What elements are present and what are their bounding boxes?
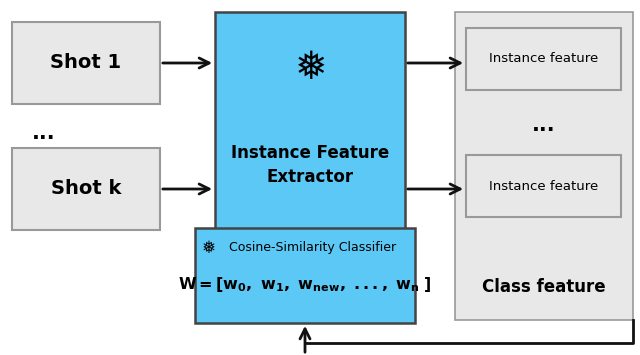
Bar — [466, 28, 621, 90]
Bar — [215, 12, 405, 260]
Bar — [466, 155, 621, 217]
Text: Instance feature: Instance feature — [490, 180, 598, 192]
Bar — [12, 148, 160, 230]
Bar — [455, 12, 633, 320]
Text: Shot k: Shot k — [51, 180, 121, 198]
Text: Instance feature: Instance feature — [490, 53, 598, 66]
Text: $\mathbf{W = [w_0,\ w_1,\ w_{new},\ ...,\ w_n\ ]}$: $\mathbf{W = [w_0,\ w_1,\ w_{new},\ ...,… — [178, 275, 432, 295]
Text: ❅: ❅ — [294, 49, 326, 87]
Bar — [195, 228, 415, 323]
Text: Cosine-Similarity Classifier: Cosine-Similarity Classifier — [229, 241, 397, 255]
Text: ...: ... — [32, 123, 56, 143]
Text: Instance Feature
Extractor: Instance Feature Extractor — [231, 143, 389, 186]
Text: Class feature: Class feature — [482, 278, 606, 296]
Text: ...: ... — [532, 115, 556, 135]
Bar — [12, 22, 160, 104]
Text: Shot 1: Shot 1 — [51, 54, 122, 72]
Text: ❅: ❅ — [202, 239, 216, 257]
